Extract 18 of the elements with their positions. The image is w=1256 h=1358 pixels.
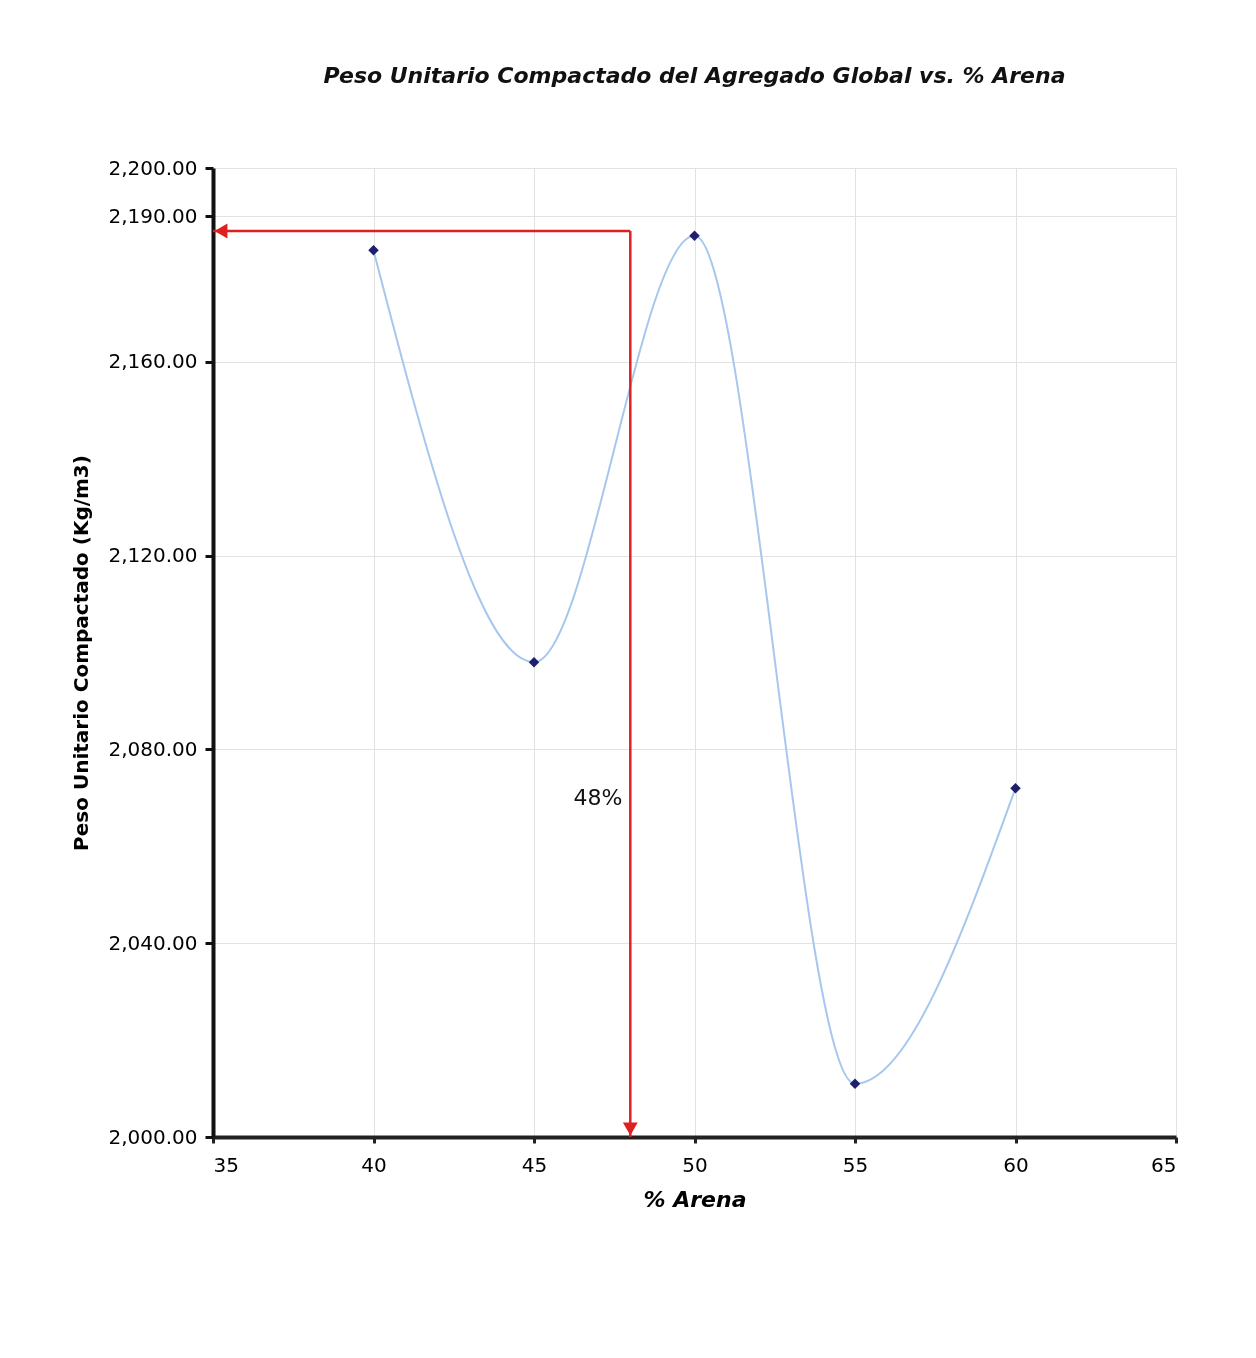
x-tick-label: 60 — [1003, 1152, 1029, 1177]
x-tick-label: 50 — [682, 1152, 708, 1177]
x-tick-label: 35 — [213, 1152, 239, 1177]
y-axis-title: Peso Unitario Compactado (Kg/m3) — [69, 455, 94, 851]
y-tick-label: 2,080.00 — [108, 736, 198, 761]
chart-title: Peso Unitario Compactado del Agregado Global vs. % Arena — [323, 63, 1066, 88]
y-tick-label: 2,160.00 — [108, 349, 198, 374]
x-tick-label: 40 — [361, 1152, 387, 1177]
x-tick-label: 55 — [842, 1152, 869, 1177]
ref-line-label: 48% — [573, 784, 623, 810]
y-tick-label: 2,200.00 — [108, 155, 198, 180]
x-tick-label: 45 — [521, 1152, 548, 1177]
x-axis-title: % Arena — [643, 1186, 747, 1212]
y-tick-label: 2,040.00 — [108, 930, 198, 955]
y-tick-label: 2,000.00 — [108, 1124, 198, 1149]
y-tick-label: 2,120.00 — [108, 543, 198, 568]
y-tick-label: 2,190.00 — [108, 203, 198, 228]
x-tick-label: 65 — [1151, 1152, 1177, 1177]
